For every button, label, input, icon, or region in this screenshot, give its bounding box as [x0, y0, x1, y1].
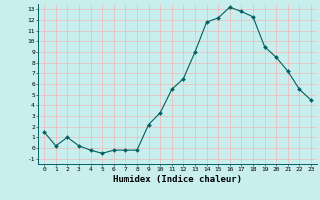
X-axis label: Humidex (Indice chaleur): Humidex (Indice chaleur) — [113, 175, 242, 184]
